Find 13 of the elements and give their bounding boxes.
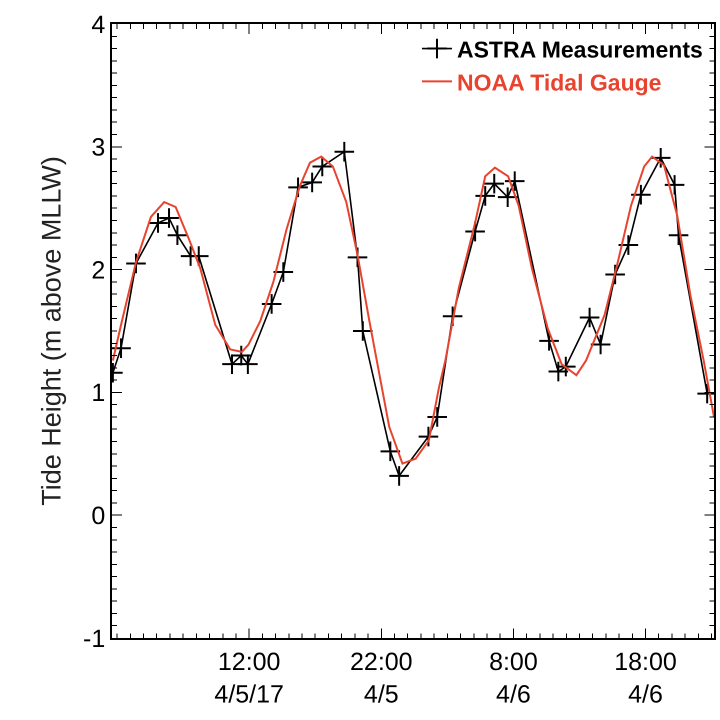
- legend-label: ASTRA Measurements: [456, 36, 703, 62]
- x-tick-label: 12:00 4/5/17: [214, 648, 284, 708]
- y-tick-label: -1: [83, 624, 106, 653]
- y-tick-label: 1: [91, 379, 106, 408]
- y-tick-label: 3: [91, 134, 106, 162]
- x-tick-label: 22:00 4/5: [350, 648, 413, 708]
- y-tick-label: 4: [91, 10, 106, 39]
- x-tick-label: 8:00 4/6: [489, 648, 538, 708]
- y-tick-label: 0: [91, 502, 106, 530]
- x-tick-label: 18:00 4/6: [614, 648, 677, 708]
- y-axis-title: Tide Height (m above MLLW): [36, 156, 67, 506]
- legend-label: NOAA Tidal Gauge: [456, 69, 662, 96]
- y-tick-label: 2: [91, 256, 106, 284]
